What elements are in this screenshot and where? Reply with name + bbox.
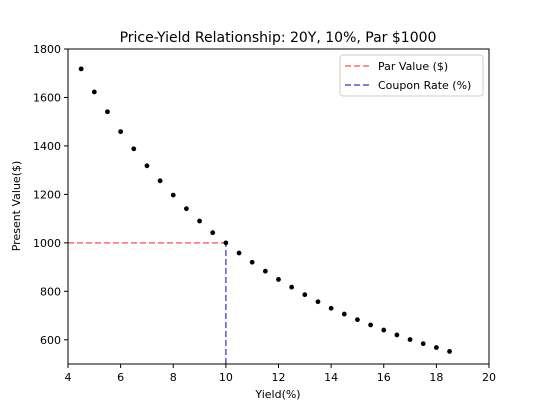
data-point (157, 178, 163, 184)
x-tick-label: 16 (377, 371, 391, 384)
data-point (407, 337, 413, 342)
legend-label: Coupon Rate (%) (378, 79, 471, 92)
x-tick-label: 12 (272, 371, 286, 384)
data-point (91, 89, 97, 95)
data-point (236, 250, 242, 256)
data-point (302, 292, 308, 298)
legend-label: Par Value ($) (378, 60, 448, 73)
data-point (131, 146, 137, 152)
data-point (420, 341, 426, 347)
data-point (328, 305, 334, 311)
data-point (289, 284, 295, 290)
x-axis-label: Yield(%) (254, 388, 300, 401)
y-axis-label: Present Value($) (10, 161, 23, 252)
data-point (447, 349, 452, 354)
data-point (78, 66, 84, 72)
data-point (105, 109, 110, 115)
x-tick-label: 20 (482, 371, 496, 384)
y-tick-label: 800 (40, 285, 61, 298)
data-point (223, 240, 229, 246)
x-tick-label: 18 (429, 371, 443, 384)
y-tick-label: 600 (40, 334, 61, 347)
data-point (184, 206, 189, 212)
legend: Par Value ($) Coupon Rate (%) (339, 54, 484, 97)
x-tick-label: 6 (117, 371, 124, 384)
x-tick-label: 14 (324, 371, 338, 384)
data-point (394, 332, 400, 338)
y-tick-label: 1200 (33, 188, 61, 201)
data-point (381, 327, 387, 333)
data-point (341, 311, 347, 317)
legend-box (339, 54, 484, 97)
x-tick-label: 10 (219, 371, 233, 384)
data-point (368, 322, 373, 328)
data-point (210, 230, 216, 236)
y-tick-label: 1400 (33, 140, 61, 153)
y-tick-label: 1000 (33, 237, 61, 250)
data-point (118, 129, 124, 135)
y-tick-label: 1800 (33, 43, 61, 56)
plot-area: 4 6 8 10 12 14 16 18 20 600 800 1000 1200 1400 1600 180… (33, 43, 496, 384)
data-point (315, 299, 321, 305)
data-point (249, 259, 255, 265)
x-tick-label: 4 (65, 371, 72, 384)
chart-title: Price-Yield Relationship: 20Y, 10%, Par … (120, 30, 437, 46)
data-point (197, 218, 202, 224)
data-point (262, 268, 268, 274)
x-tick-label: 8 (170, 371, 177, 384)
data-point (276, 277, 281, 282)
data-point (355, 317, 360, 323)
data-point (170, 192, 176, 198)
data-point (433, 345, 439, 350)
data-point (144, 163, 150, 169)
y-tick-label: 1600 (33, 91, 61, 104)
